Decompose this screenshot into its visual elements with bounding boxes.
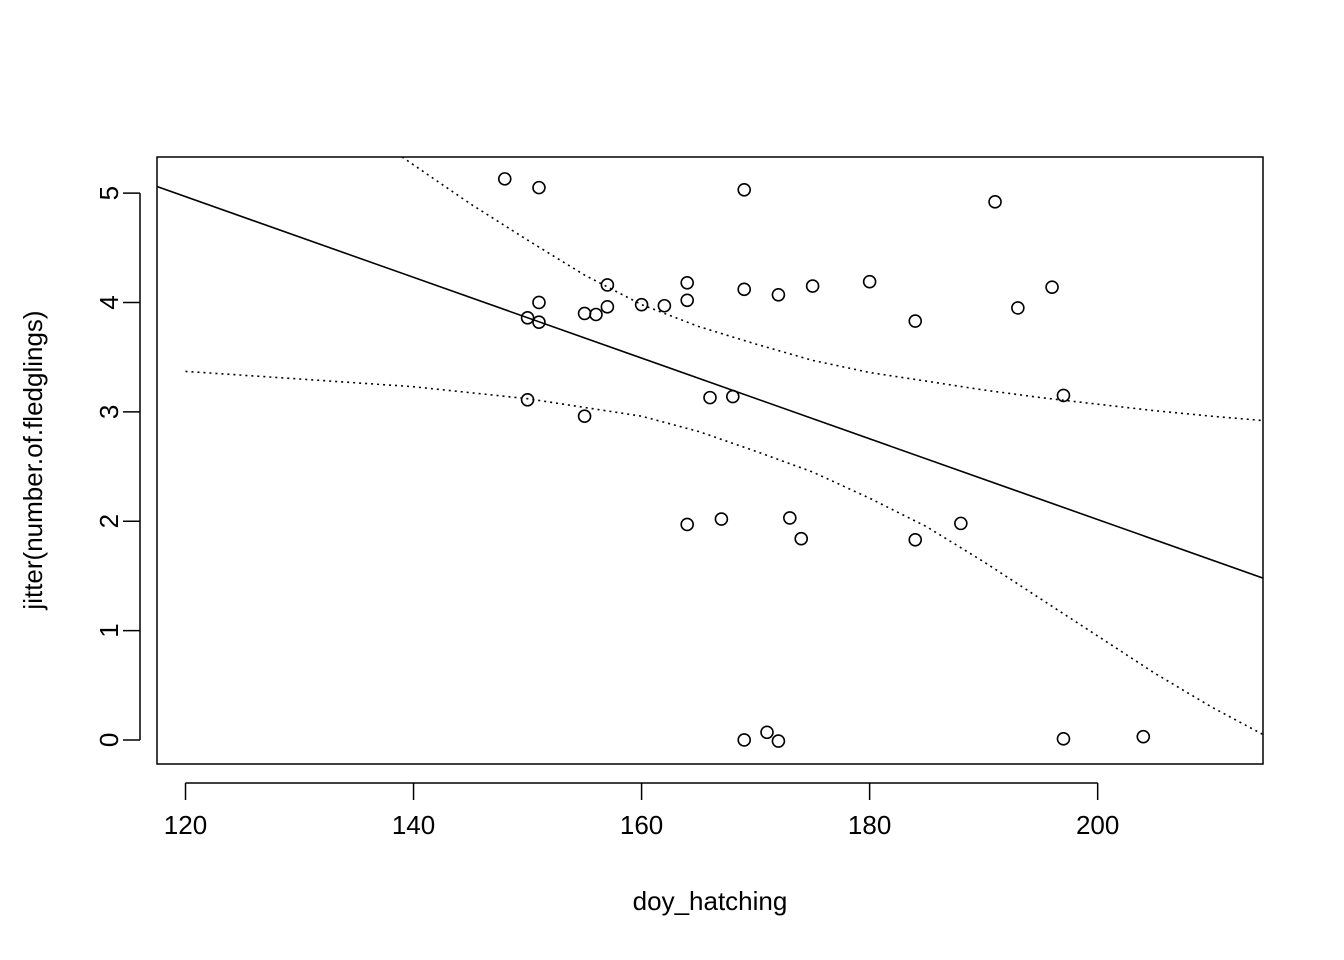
data-point — [783, 511, 797, 525]
y-tick-label: 4 — [94, 295, 124, 309]
x-tick-label: 180 — [848, 810, 891, 840]
x-tick-label: 200 — [1076, 810, 1119, 840]
data-point — [737, 183, 752, 197]
data-point — [600, 300, 615, 314]
data-point — [657, 298, 672, 313]
data-point — [600, 278, 615, 292]
data-point — [589, 307, 603, 322]
y-tick-label: 0 — [94, 733, 124, 747]
data-point — [1056, 732, 1071, 746]
data-point — [497, 172, 512, 186]
data-point — [1136, 729, 1151, 744]
data-point — [908, 532, 923, 547]
plot-frame — [156, 156, 1264, 765]
data-point — [520, 310, 535, 325]
data-point — [737, 282, 752, 297]
data-point — [862, 274, 877, 289]
data-point — [680, 293, 694, 308]
data-point — [532, 295, 546, 310]
data-point — [988, 195, 1002, 209]
data-point — [1056, 388, 1071, 403]
data-point — [634, 297, 649, 312]
data-point — [680, 275, 694, 290]
data-point — [737, 733, 752, 747]
ci-upper-line — [401, 157, 1263, 422]
data-point — [805, 279, 820, 293]
data-point — [532, 315, 546, 329]
data-point — [908, 314, 923, 328]
regression-line — [157, 185, 1263, 579]
y-axis: 0 1 2 3 4 5 — [94, 186, 141, 747]
data-point — [577, 409, 592, 424]
data-point — [577, 306, 592, 321]
ci-lower-line — [185, 370, 1263, 736]
data-point — [771, 288, 786, 302]
data-point — [680, 517, 694, 532]
y-tick-label: 5 — [94, 186, 124, 200]
data-point — [520, 392, 535, 407]
data-point — [726, 389, 740, 404]
x-axis-title: doy_hatching — [633, 886, 788, 916]
confidence-band — [185, 157, 1263, 736]
x-tick-label: 140 — [392, 810, 435, 840]
data-points — [497, 172, 1151, 748]
y-tick-label: 2 — [94, 514, 124, 528]
y-tick-label: 1 — [94, 623, 124, 637]
data-point — [771, 734, 786, 748]
data-point — [760, 725, 774, 740]
data-point — [1045, 280, 1059, 294]
data-point — [703, 390, 717, 405]
y-tick-label: 3 — [94, 405, 124, 419]
x-tick-label: 160 — [620, 810, 663, 840]
data-point — [954, 516, 968, 531]
data-point — [714, 512, 729, 526]
y-axis-title: jitter(number.of.fledglings) — [18, 310, 48, 610]
x-axis: 120 140 160 180 200 — [164, 782, 1119, 840]
x-tick-label: 120 — [164, 810, 207, 840]
data-point — [1011, 301, 1025, 315]
data-point — [532, 180, 546, 195]
data-point — [794, 531, 809, 546]
regression-line-group — [157, 185, 1263, 579]
